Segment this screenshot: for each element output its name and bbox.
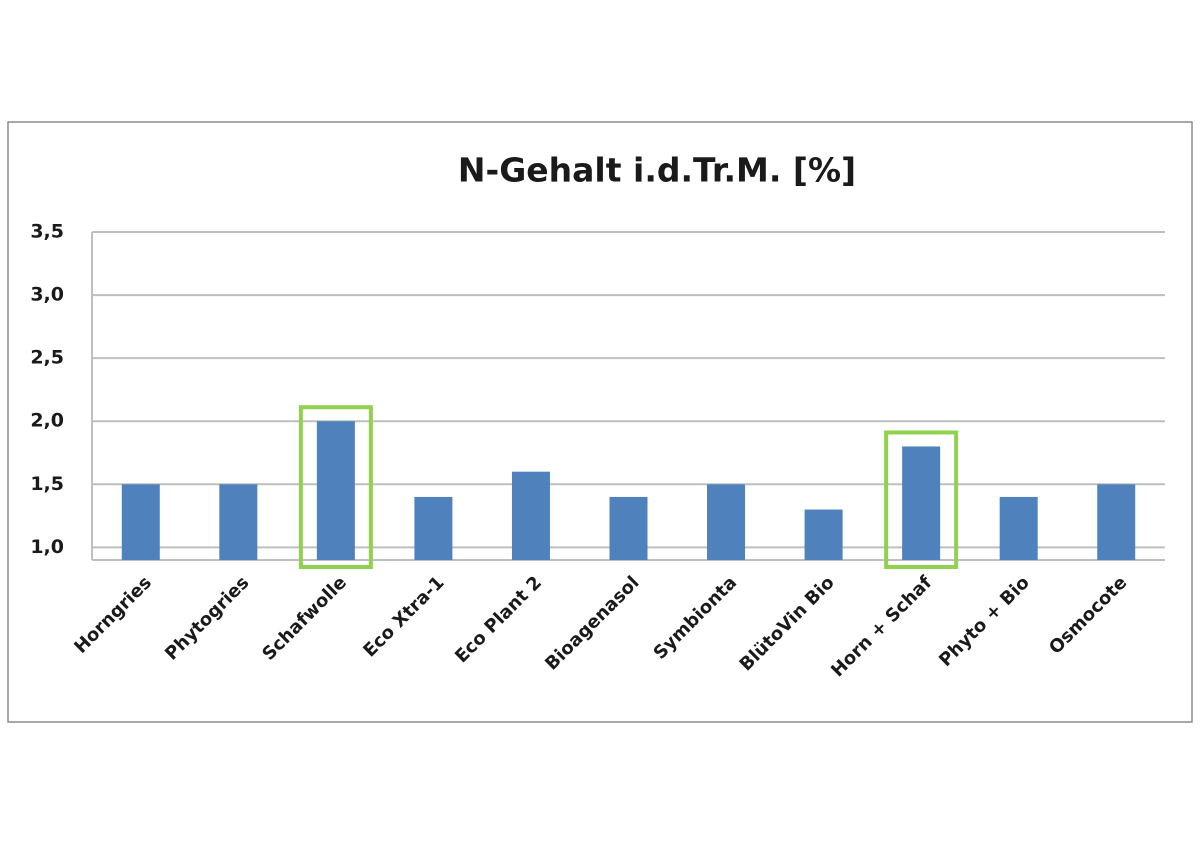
bar [1097,484,1136,560]
bar [219,484,258,560]
bar [609,496,648,560]
bar [121,484,160,560]
highlight-box [298,405,373,569]
bar [316,421,355,560]
y-tick-label: 2,0 [30,410,64,432]
highlight-box [884,430,959,570]
bar [414,496,453,560]
bar [902,446,941,560]
bar [707,484,746,560]
chart-title: N-Gehalt i.d.Tr.M. [%] [458,151,856,190]
bar [511,471,550,560]
y-tick-label: 3,5 [30,221,64,243]
y-tick-label: 3,0 [30,284,64,306]
y-tick-label: 1,0 [30,536,64,558]
y-tick-label: 1,5 [30,473,64,495]
bar [804,509,843,560]
bar [999,496,1038,560]
y-tick-label: 2,5 [30,347,64,369]
